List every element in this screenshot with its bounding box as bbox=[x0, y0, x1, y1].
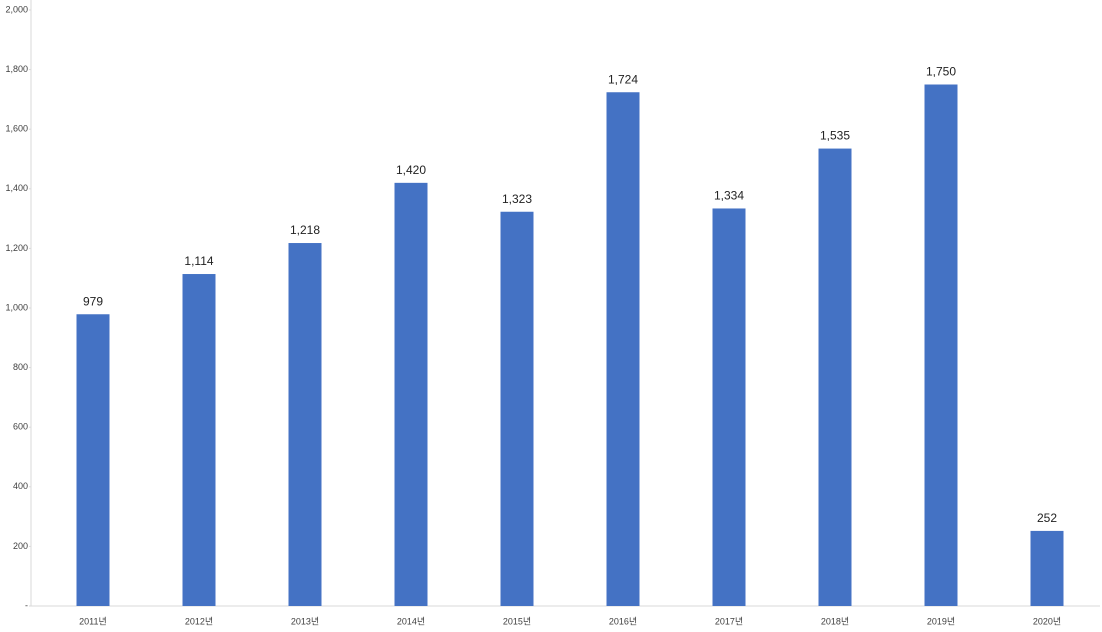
data-label: 1,323 bbox=[502, 192, 532, 206]
y-tick-label: 1,600 bbox=[5, 124, 28, 134]
y-tick-label: 2,000 bbox=[5, 4, 28, 14]
bar bbox=[394, 182, 428, 606]
y-tick-label: 600 bbox=[13, 422, 28, 432]
y-tick-label: - bbox=[25, 600, 28, 610]
x-tick-label: 2013년 bbox=[291, 616, 319, 626]
data-label: 1,114 bbox=[184, 254, 213, 268]
y-tick-label: 400 bbox=[13, 481, 28, 491]
data-label: 1,334 bbox=[714, 189, 744, 203]
data-label: 1,218 bbox=[290, 223, 320, 237]
bar bbox=[712, 208, 746, 606]
y-tick-label: 1,400 bbox=[5, 183, 28, 193]
y-tick-label: 1,200 bbox=[5, 243, 28, 253]
x-tick-label: 2012년 bbox=[185, 616, 213, 626]
bar bbox=[500, 211, 534, 606]
x-tick-label: 2017년 bbox=[715, 616, 743, 626]
x-tick-label: 2014년 bbox=[397, 616, 425, 626]
data-label: 252 bbox=[1037, 511, 1057, 525]
y-tick-label: 1,000 bbox=[5, 302, 28, 312]
bar bbox=[818, 148, 852, 606]
x-tick-label: 2016년 bbox=[609, 616, 637, 626]
bar bbox=[924, 84, 958, 606]
data-label: 1,535 bbox=[820, 129, 850, 143]
y-tick-label: 1,800 bbox=[5, 64, 28, 74]
bar bbox=[288, 243, 322, 606]
x-tick-label: 2019년 bbox=[927, 616, 955, 626]
bar bbox=[606, 92, 640, 607]
data-label: 1,724 bbox=[608, 72, 638, 86]
y-tick-label: 800 bbox=[13, 362, 28, 372]
bar bbox=[182, 274, 216, 606]
data-label: 979 bbox=[83, 294, 103, 308]
x-tick-label: 2011년 bbox=[79, 616, 107, 626]
y-tick-label: 200 bbox=[13, 541, 28, 551]
data-label: 1,750 bbox=[926, 65, 956, 79]
bar bbox=[76, 314, 110, 606]
bar bbox=[1030, 530, 1064, 606]
x-tick-label: 2020년 bbox=[1033, 616, 1061, 626]
x-tick-label: 2015년 bbox=[503, 616, 531, 626]
data-label: 1,420 bbox=[396, 163, 426, 177]
x-tick-label: 2018년 bbox=[821, 616, 849, 626]
